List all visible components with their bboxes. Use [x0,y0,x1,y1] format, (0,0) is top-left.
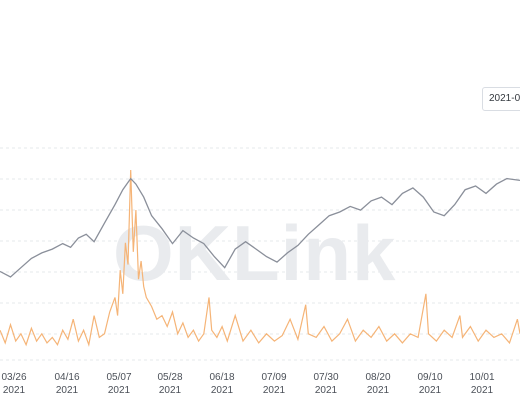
x-tick-date: 06/18 [209,372,234,383]
watermark-text: OKLink [113,209,396,297]
x-tick-date: 07/09 [261,372,286,383]
x-tick-year: 2021 [56,385,79,396]
x-tick-year: 2021 [3,385,26,396]
x-tick-date: 09/10 [417,372,442,383]
x-tick-year: 2021 [471,385,494,396]
x-tick-year: 2021 [159,385,182,396]
x-tick-year: 2021 [367,385,390,396]
x-tick-year: 2021 [315,385,338,396]
x-tick-year: 2021 [211,385,234,396]
x-tick-date: 10/01 [469,372,494,383]
volume-series-line [0,169,520,348]
price-series-line [0,177,520,278]
x-tick-year: 2021 [263,385,286,396]
x-tick-date: 05/28 [157,372,182,383]
x-tick-year: 2021 [108,385,131,396]
x-tick-date: 05/07 [106,372,131,383]
x-tick-date: 04/16 [54,372,79,383]
x-tick-year: 2021 [419,385,442,396]
x-tick-date: 07/30 [313,372,338,383]
x-axis-ticks: 03/26 2021 04/16 2021 05/07 2021 05/28 2021 06/1… [1,372,494,396]
x-tick-date: 08/20 [365,372,390,383]
date-range-picker[interactable]: 2021-0 [482,87,520,111]
x-tick-date: 03/26 [1,372,26,383]
grid-lines [0,147,520,361]
